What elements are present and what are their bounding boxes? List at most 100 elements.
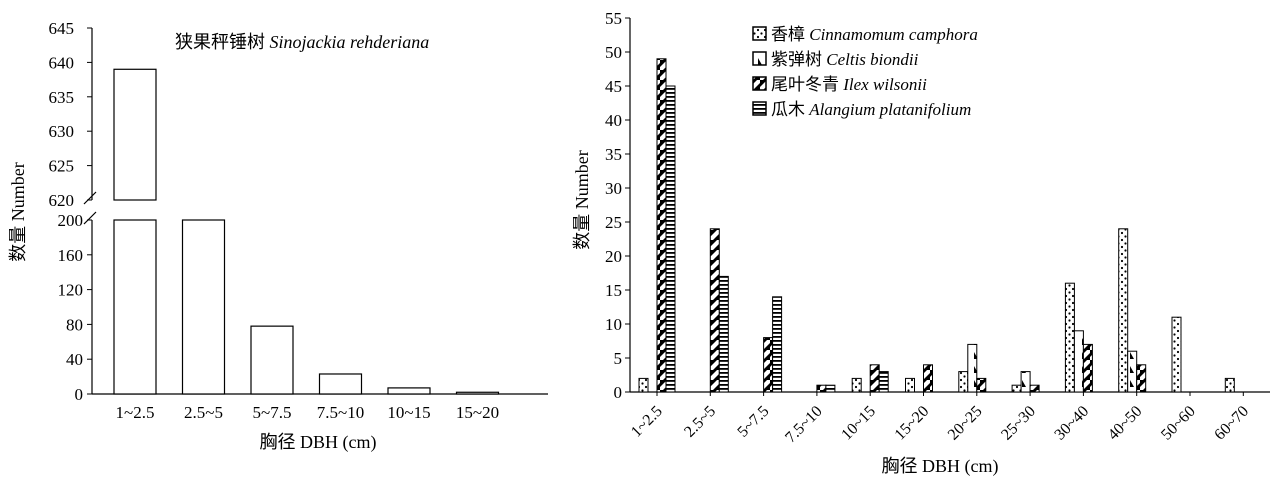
x-axis-title: 胸径 DBH (cm)	[260, 432, 377, 453]
x-tick-label: 2.5~5	[681, 403, 719, 441]
bar	[1224, 377, 1235, 393]
x-tick-label: 30~40	[1051, 403, 1092, 444]
legend-label: 尾叶冬青 Ilex wilsonii	[771, 75, 927, 94]
x-tick-label: 10~15	[387, 403, 430, 422]
legend-label-latin: Celtis biondii	[826, 50, 918, 69]
legend-label: 紫弹树 Celtis biondii	[771, 50, 919, 69]
legend-label-cn: 香樟	[771, 25, 809, 44]
x-tick-label: 15~20	[456, 403, 499, 422]
x-tick-label: 1~2.5	[116, 403, 155, 422]
bar	[1064, 282, 1075, 393]
x-tick-label: 60~70	[1211, 403, 1252, 444]
legend-label-cn: 尾叶冬青	[771, 75, 843, 94]
bar	[763, 337, 774, 393]
bar	[1082, 343, 1093, 393]
legend-label-latin: Alangium platanifolium	[808, 100, 971, 119]
bar	[869, 364, 880, 393]
bar	[665, 85, 676, 393]
bar	[967, 343, 978, 393]
y-tick-label: 55	[605, 9, 622, 28]
bar	[1011, 384, 1022, 393]
x-tick-label: 1~2.5	[628, 403, 666, 441]
y-tick-label: 30	[605, 179, 622, 198]
legend-swatch	[752, 76, 767, 91]
y-tick-label: 0	[75, 385, 84, 404]
bar	[1073, 330, 1084, 393]
x-tick-label: 40~50	[1105, 403, 1146, 444]
bar	[1029, 384, 1040, 393]
bar	[976, 377, 987, 393]
chart-title-cn: 狭果秤锤树	[175, 32, 270, 52]
legend-label-cn: 紫弹树	[771, 50, 826, 69]
chart-title: 狭果秤锤树 Sinojackia rehderiana	[175, 32, 429, 52]
y-tick-label: 80	[66, 315, 83, 334]
bar	[851, 377, 862, 393]
x-tick-label: 15~20	[892, 403, 933, 444]
bar	[318, 373, 363, 395]
bar	[816, 384, 827, 393]
bar	[250, 325, 294, 395]
bar	[656, 58, 667, 393]
bar	[638, 377, 649, 393]
y-tick-label: 25	[605, 213, 622, 232]
y-tick-label: 645	[49, 19, 75, 38]
y-tick-label: 20	[605, 247, 622, 266]
y-tick-label: 50	[605, 43, 622, 62]
y-tick-label: 5	[614, 349, 623, 368]
legend-label: 香樟 Cinnamomum camphora	[771, 25, 978, 44]
y-tick-label: 10	[605, 315, 622, 334]
x-tick-label: 7.5~10	[317, 403, 364, 422]
x-axis-title: 胸径 DBH (cm)	[882, 456, 999, 477]
y-tick-label: 45	[605, 77, 622, 96]
y-axis-title: 数量 Number	[8, 162, 28, 261]
bar	[387, 387, 431, 395]
bar	[1118, 228, 1129, 393]
x-tick-label: 50~60	[1158, 403, 1199, 444]
y-tick-label: 620	[49, 191, 75, 210]
y-tick-label: 200	[58, 211, 84, 230]
bar	[181, 219, 226, 395]
legend-swatch	[752, 26, 767, 41]
bar	[825, 384, 836, 393]
y-tick-label: 40	[66, 350, 83, 369]
y-tick-label: 0	[614, 383, 623, 402]
bar	[1136, 364, 1147, 393]
bar	[455, 391, 500, 395]
axis-break-mark	[83, 211, 97, 225]
y-tick-label: 160	[58, 246, 84, 265]
y-tick-label: 35	[605, 145, 622, 164]
x-tick-label: 2.5~5	[184, 403, 223, 422]
y-axis-title: 数量 Number	[572, 150, 592, 249]
chart-title-latin: Sinojackia rehderiana	[270, 32, 430, 52]
bar	[1020, 371, 1031, 393]
bar	[1171, 316, 1182, 393]
y-tick-label: 15	[605, 281, 622, 300]
legend-swatch	[752, 51, 767, 66]
legend-label: 瓜木 Alangium platanifolium	[771, 100, 971, 119]
bar	[905, 377, 915, 393]
y-tick-label: 40	[605, 111, 622, 130]
bar	[709, 228, 720, 393]
x-tick-label: 5~7.5	[734, 403, 772, 441]
bar	[1127, 350, 1138, 393]
bar	[878, 371, 889, 393]
bar	[923, 364, 933, 393]
bar	[958, 371, 969, 393]
y-tick-label: 640	[49, 53, 75, 72]
legend-swatch	[752, 101, 767, 116]
bar	[113, 68, 157, 201]
x-tick-label: 25~30	[998, 403, 1039, 444]
x-tick-label: 5~7.5	[253, 403, 292, 422]
y-tick-label: 120	[58, 281, 84, 300]
legend-label-latin: Cinnamomum camphora	[809, 25, 978, 44]
axis-break-mark	[83, 191, 97, 205]
bar	[718, 275, 729, 393]
x-tick-label: 20~25	[945, 403, 986, 444]
legend-label-latin: Ilex wilsonii	[842, 75, 927, 94]
y-tick-label: 625	[49, 157, 75, 176]
y-tick-label: 630	[49, 122, 75, 141]
y-tick-label: 635	[49, 88, 75, 107]
bar	[772, 296, 783, 393]
